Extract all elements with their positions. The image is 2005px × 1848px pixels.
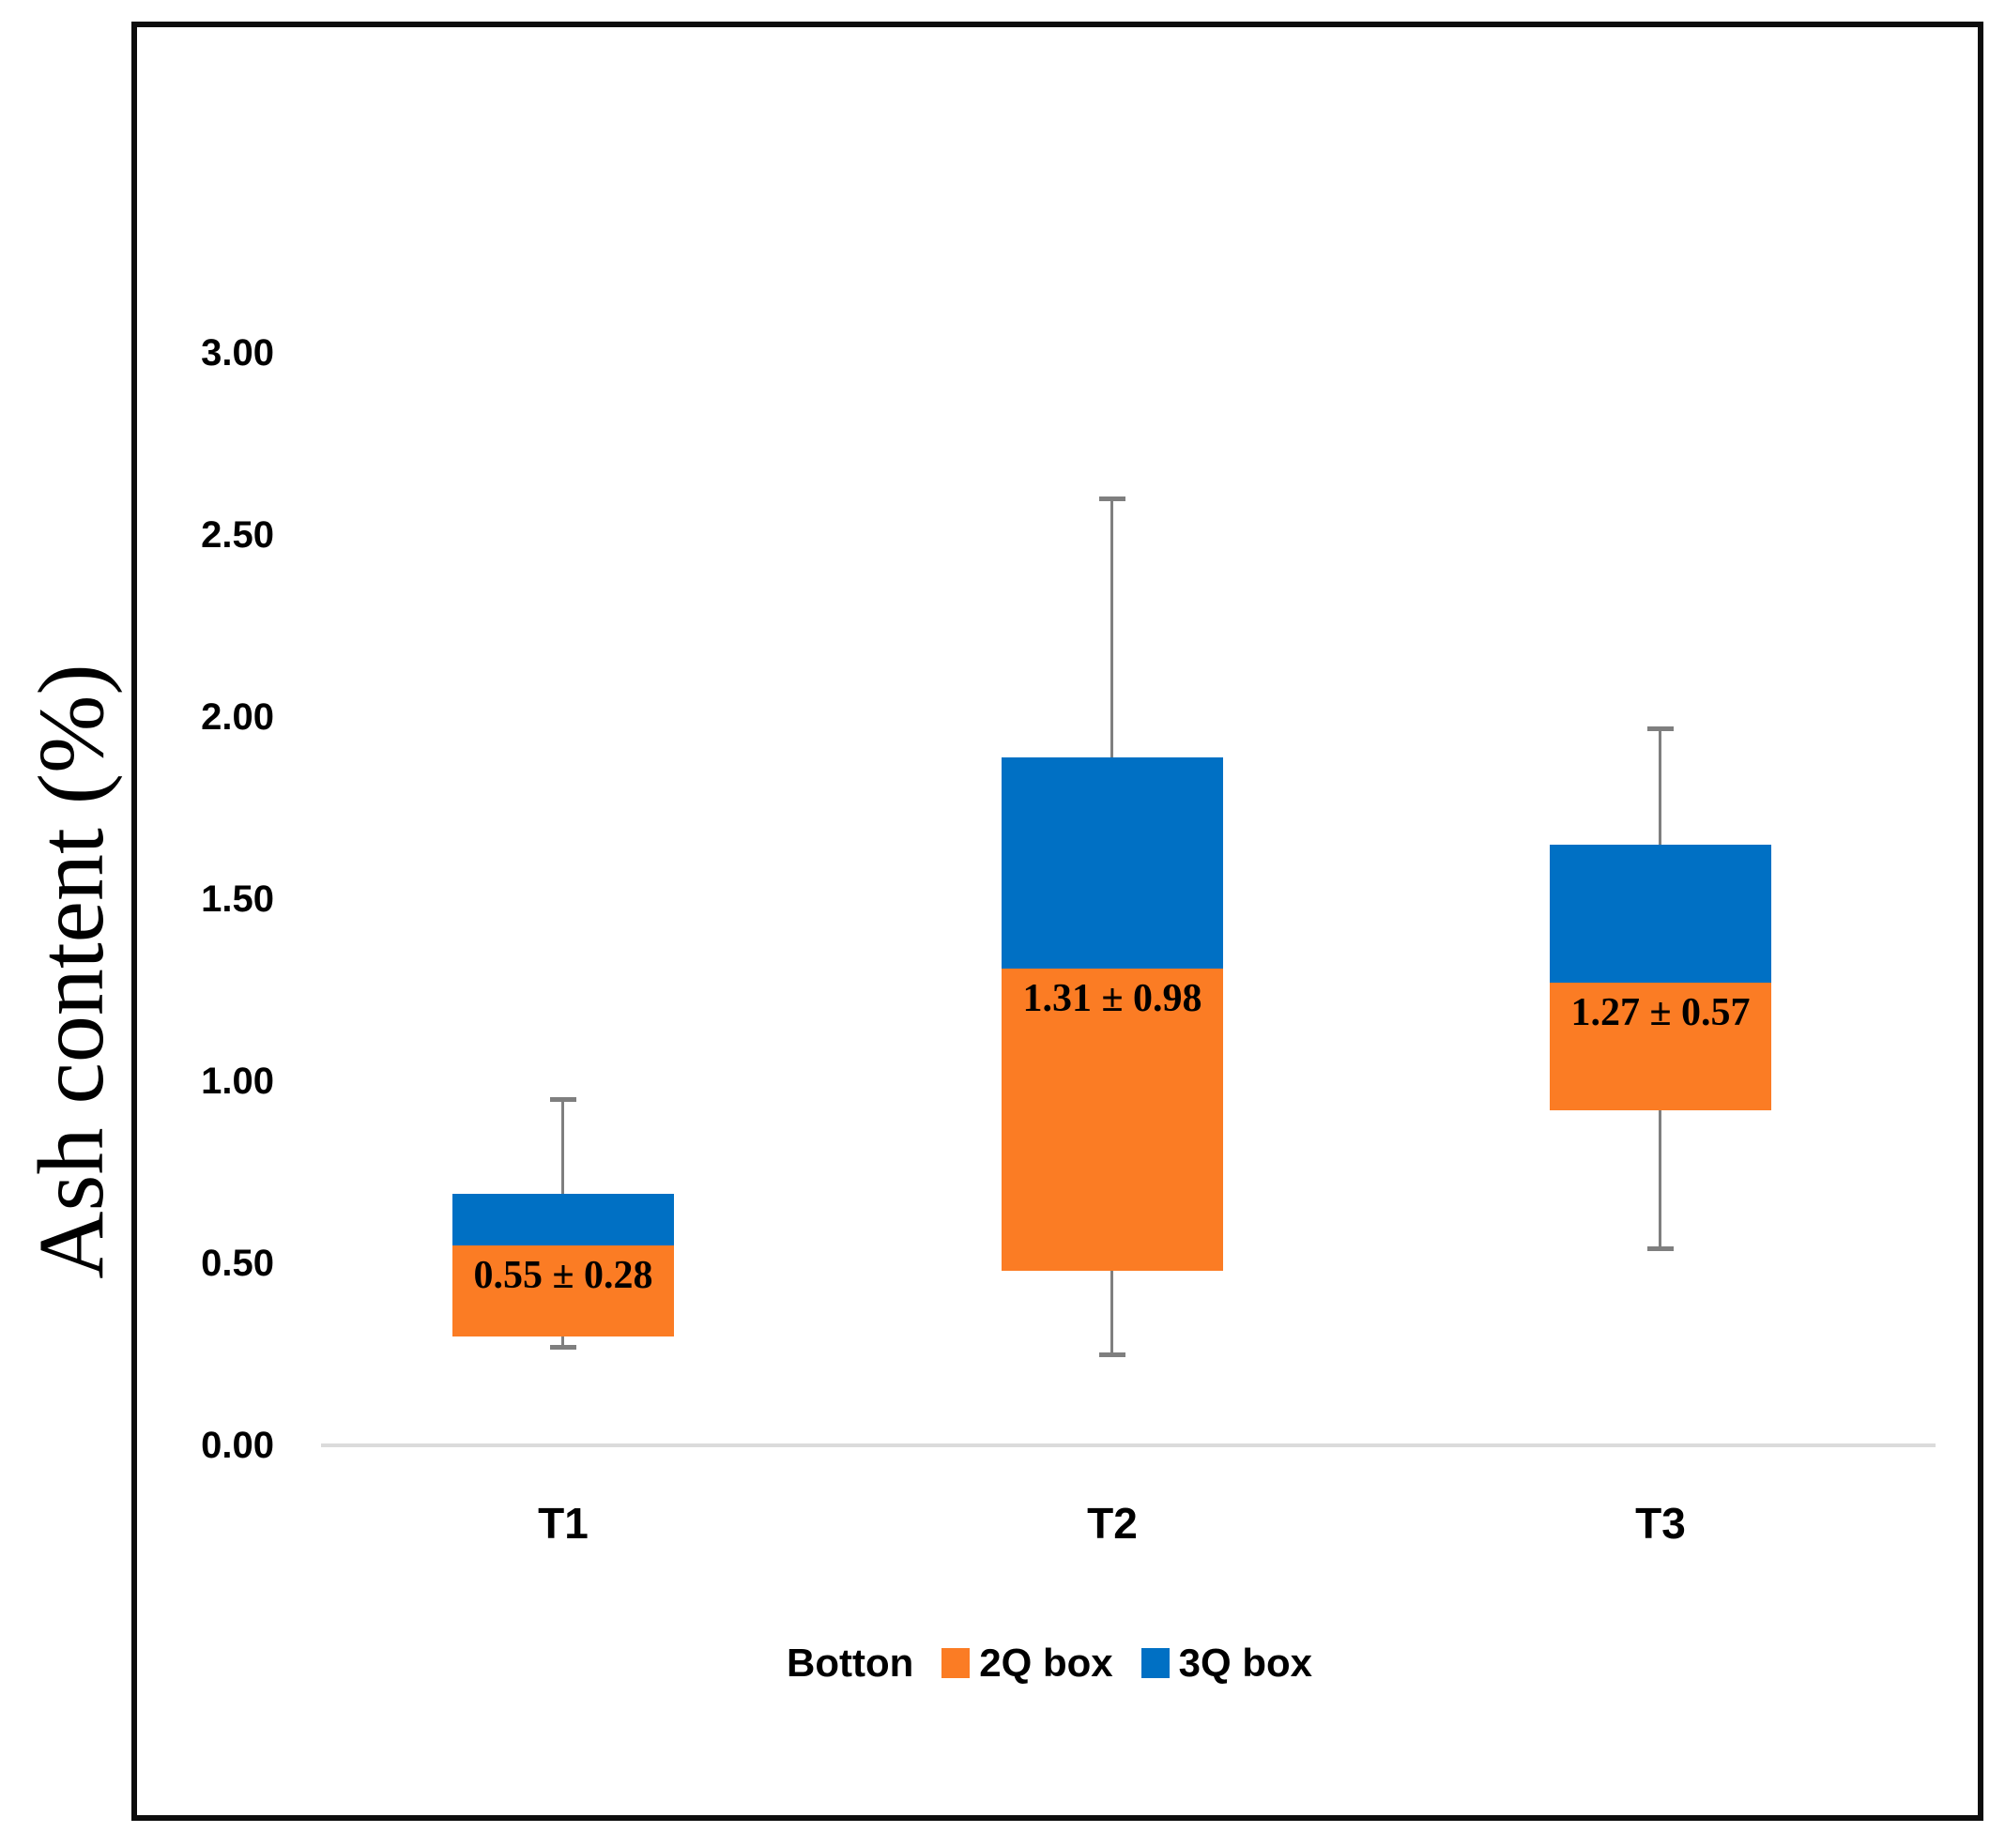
whisker-high-cap-T2 bbox=[1099, 496, 1125, 502]
x-category-label-T3: T3 bbox=[1635, 1499, 1686, 1548]
whisker-low-cap-T1 bbox=[550, 1345, 576, 1351]
x-category-label-T1: T1 bbox=[538, 1499, 589, 1548]
y-tick-label: 0.50 bbox=[201, 1243, 274, 1284]
3q-box-segment-T2 bbox=[1002, 756, 1223, 969]
2q-box-segment-T3 bbox=[1550, 983, 1771, 1111]
3q-box-segment-T1 bbox=[452, 1194, 674, 1245]
whisker-low-cap-T2 bbox=[1099, 1352, 1125, 1357]
whisker-high-line-T3 bbox=[1659, 727, 1661, 845]
legend-label-2q-box: 2Q box bbox=[979, 1641, 1113, 1685]
whisker-high-cap-T1 bbox=[550, 1097, 576, 1103]
whisker-high-line-T1 bbox=[561, 1099, 564, 1195]
legend-label-botton: Botton bbox=[787, 1641, 914, 1685]
legend-item-3q-box: 3Q box bbox=[1140, 1641, 1313, 1686]
whisker-low-line-T1 bbox=[561, 1336, 564, 1348]
whisker-high-line-T2 bbox=[1110, 498, 1113, 757]
3q-box-segment-T3 bbox=[1550, 844, 1771, 984]
whisker-high-cap-T3 bbox=[1647, 725, 1674, 731]
data-label-T1: 0.55 ± 0.28 bbox=[473, 1253, 653, 1297]
legend-swatch-2q-box bbox=[941, 1648, 971, 1678]
y-axis-tick-labels: 0.00 0.50 1.00 1.50 2.00 2.50 3.00 bbox=[133, 0, 274, 1848]
legend-label-3q-box: 3Q box bbox=[1178, 1641, 1313, 1685]
y-tick-label: 1.00 bbox=[201, 1061, 274, 1102]
legend: Botton 2Q box 3Q box bbox=[787, 1641, 1312, 1686]
data-label-T3: 1.27 ± 0.57 bbox=[1570, 991, 1751, 1035]
legend-item-2q-box: 2Q box bbox=[941, 1641, 1113, 1686]
y-tick-label: 1.50 bbox=[201, 878, 274, 920]
y-tick-label: 2.00 bbox=[201, 696, 274, 738]
whisker-low-cap-T3 bbox=[1647, 1246, 1674, 1252]
x-category-label-T2: T2 bbox=[1087, 1499, 1138, 1548]
data-label-T2: 1.31 ± 0.98 bbox=[1022, 976, 1202, 1020]
chart-border bbox=[131, 22, 1983, 1821]
legend-swatch-3q-box bbox=[1140, 1648, 1170, 1678]
2q-box-segment-T2 bbox=[1002, 968, 1223, 1271]
y-tick-label: 0.00 bbox=[201, 1425, 274, 1466]
x-axis-baseline bbox=[321, 1443, 1936, 1447]
2q-box-segment-T1 bbox=[452, 1245, 674, 1336]
whisker-low-line-T3 bbox=[1659, 1110, 1661, 1249]
y-tick-label: 2.50 bbox=[201, 514, 274, 556]
y-tick-label: 3.00 bbox=[201, 332, 274, 374]
whisker-low-line-T2 bbox=[1110, 1270, 1113, 1354]
